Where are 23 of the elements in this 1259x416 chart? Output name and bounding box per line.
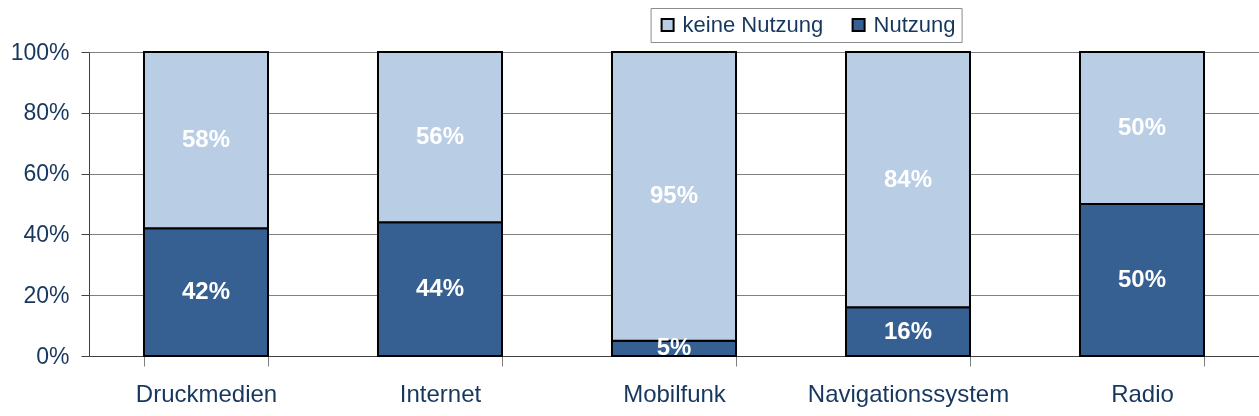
data-label: 42% [181,277,231,305]
x-tick-label: Navigationssystem [807,379,1010,407]
y-tick-label: 0% [36,342,70,369]
legend-label: keine Nutzung [682,12,824,37]
data-label: 44% [415,274,465,302]
x-tick-label: Internet [399,379,482,407]
data-label: 56% [415,122,465,150]
y-tick-label: 100% [10,38,70,65]
y-tick-label: 40% [23,220,70,247]
data-label: 84% [883,164,933,192]
data-label: 50% [1117,265,1167,292]
y-tick-label: 80% [23,99,70,126]
x-tick-label: Radio [1111,379,1174,407]
data-label: 95% [649,181,699,209]
data-label: 5% [656,333,692,361]
y-tick-label: 20% [23,281,70,308]
y-tick-label: 60% [23,160,70,187]
x-tick-label: Mobilfunk [623,379,727,407]
x-tick-label: Druckmedien [135,379,278,407]
legend-label: Nutzung [873,12,956,37]
data-label: 16% [883,316,933,344]
data-label: 58% [181,125,231,153]
data-label: 50% [1117,113,1167,140]
